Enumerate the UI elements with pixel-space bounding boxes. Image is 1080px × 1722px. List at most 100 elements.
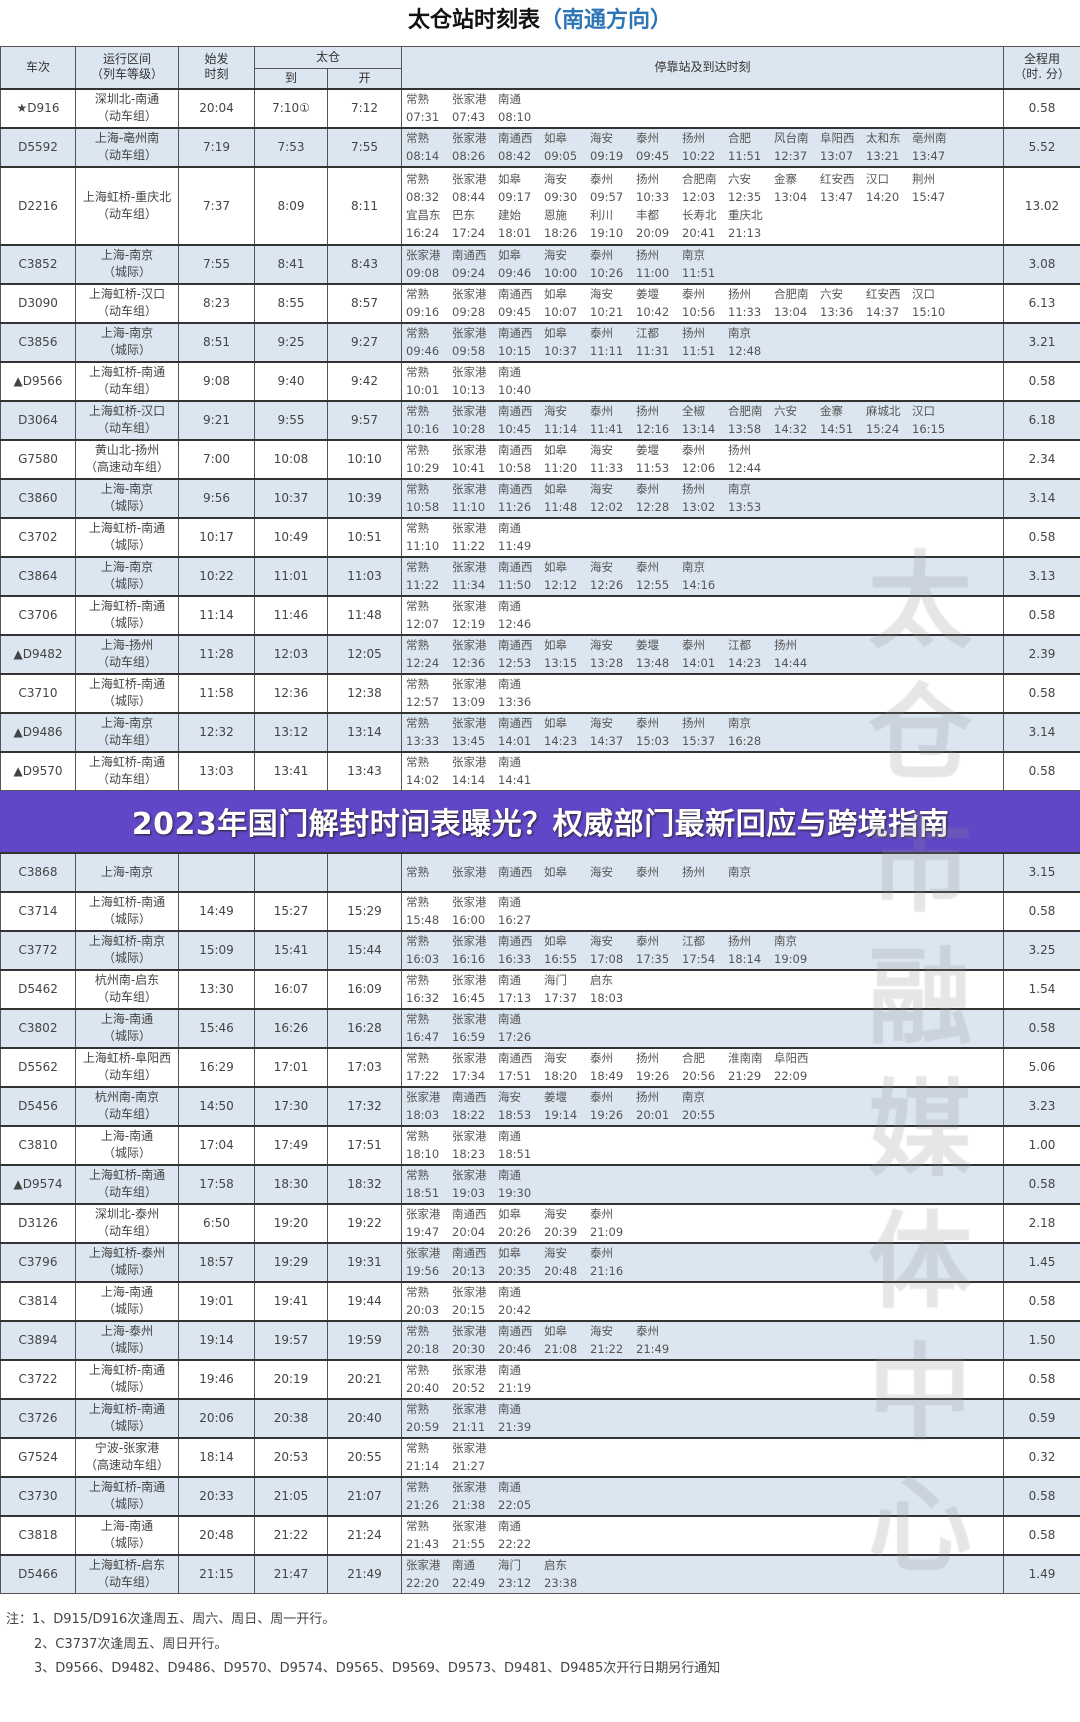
train-number-text: C3726 xyxy=(18,1411,58,1425)
total-time: 2.39 xyxy=(1003,634,1080,674)
stop-list: 张家港 19:56 南通西 20:13 如皋 20:35 海安 20:48 泰州 21:16 xyxy=(406,1244,958,1280)
stop-time: 09:24 xyxy=(452,266,486,280)
stop-station: 南京 xyxy=(682,560,706,574)
origin-departure: 18:14 xyxy=(178,1437,255,1477)
stop-station: 海安 xyxy=(544,1051,568,1065)
stop: 南京 19:09 xyxy=(774,932,820,968)
stop: 张家港 17:34 xyxy=(452,1049,498,1085)
taicang-arrive: 19:57 xyxy=(254,1320,328,1360)
table-row: ▲D9486 上海-南京 （动车组） 12:32 13:12 13:14 常熟 13:33 张家… xyxy=(0,712,1080,752)
stops: 常熟 20:59 张家港 21:11 南通 21:39 xyxy=(401,1398,1005,1438)
taicang-arrive: 8:09 xyxy=(254,166,328,245)
note-3: 3、D9566、D9482、D9486、D9570、D9574、D9565、D9… xyxy=(34,1661,721,1676)
stop: 合肥南 13:58 xyxy=(728,402,774,438)
stop-station: 红安西 xyxy=(866,287,901,301)
taicang-arrive-text: 21:05 xyxy=(273,1489,309,1503)
route-text: 上海-南通 xyxy=(100,1519,154,1533)
table-row: C3856 上海-南京 （城际） 8:51 9:25 9:27 常熟 09:46 张家港 09:5… xyxy=(0,322,1080,362)
total-time: 0.58 xyxy=(1003,1359,1080,1399)
stop-station: 海安 xyxy=(590,443,614,457)
taicang-arrive: 11:01 xyxy=(254,556,328,596)
stop-time: 16:00 xyxy=(452,913,486,927)
total-time-text: 0.58 xyxy=(1028,530,1056,544)
stop: 常熟 11:22 xyxy=(406,558,452,594)
stop-station: 张家港 xyxy=(406,1090,441,1104)
stops: 常熟 21:43 张家港 21:55 南通 22:22 xyxy=(401,1515,1005,1555)
route: 宁波-张家港 （高速动车组） xyxy=(75,1437,179,1477)
train-number: C3796 xyxy=(0,1242,76,1282)
stop: 张家港 10:13 xyxy=(452,363,498,399)
stop: 合肥南 12:03 xyxy=(682,170,728,206)
stop-time: 10:28 xyxy=(452,422,486,436)
stop-time: 10:40 xyxy=(498,383,532,397)
stop-time: 22:49 xyxy=(452,1576,486,1591)
stop-time: 12:19 xyxy=(452,617,486,631)
total-time-text: 5.52 xyxy=(1028,140,1056,154)
stop-station: 张家港 xyxy=(452,131,487,145)
stop: 南通 21:19 xyxy=(498,1361,544,1397)
stop-time: 08:10 xyxy=(498,110,532,124)
stop-station: 常熟 xyxy=(406,1129,430,1143)
stop-time: 14:23 xyxy=(544,734,578,748)
stop-list: 常熟 16:03 张家港 16:16 南通西 16:33 如皋 16:55 海安 17:08 泰州 1… xyxy=(406,932,958,968)
route: 上海虹桥-南通 （城际） xyxy=(75,595,179,635)
stop-time: 20:42 xyxy=(498,1303,532,1317)
taicang-leave: 21:07 xyxy=(326,1476,403,1516)
headline-banner-cell[interactable]: 2023年国门解封时间表曝光？权威部门最新回应与跨境指南 xyxy=(0,790,1080,853)
taicang-arrive: 9:40 xyxy=(254,361,328,401)
stop: 南通 19:30 xyxy=(498,1166,544,1202)
total-time-text: 0.58 xyxy=(1028,1489,1056,1503)
stop-time: 21:19 xyxy=(498,1381,532,1395)
banner-headline[interactable]: 2023年国门解封时间表曝光？权威部门最新回应与跨境指南 xyxy=(131,807,950,843)
stop-time: 21:27 xyxy=(452,1459,486,1473)
table-row: G7524 宁波-张家港 （高速动车组） 18:14 20:53 20:55 常熟 21:14… xyxy=(0,1437,1080,1477)
route: 上海-南京 （动车组） xyxy=(75,712,179,752)
stop-station: 常熟 xyxy=(406,638,430,652)
stop: 海安 11:14 xyxy=(544,402,590,438)
train-grade: （城际） xyxy=(102,1341,151,1355)
stop: 阜阳西 13:07 xyxy=(820,129,866,165)
taicang-leave-text: 12:38 xyxy=(347,686,382,700)
total-time: 3.14 xyxy=(1003,478,1080,518)
stop-station: 常熟 xyxy=(406,934,430,948)
stop-station: 海安 xyxy=(590,560,614,574)
train-number: C3726 xyxy=(0,1398,76,1438)
stop-list: 常熟 10:16 张家港 10:28 南通西 10:45 海安 11:14 泰州 11:41 扬州 1… xyxy=(406,402,958,438)
origin-departure: 9:56 xyxy=(178,478,255,518)
taicang-arrive: 17:49 xyxy=(254,1125,328,1165)
taicang-leave: 17:32 xyxy=(326,1086,403,1126)
train-number: C3722 xyxy=(0,1359,76,1399)
total-time-text: 3.23 xyxy=(1028,1099,1056,1113)
total-time: 6.13 xyxy=(1003,283,1080,323)
stop-time: 18:26 xyxy=(544,225,578,240)
stop-time: 18:14 xyxy=(728,952,762,966)
stop-time: 20:18 xyxy=(406,1342,440,1356)
stop-station: 泰州 xyxy=(590,1246,614,1260)
stops: 常熟 11:22 张家港 11:34 南通西 11:50 如皋 12:12 海安 12:26 泰州 1… xyxy=(401,556,1005,596)
stop-station: 常熟 xyxy=(406,131,430,145)
headline-banner[interactable]: 2023年国门解封时间表曝光？权威部门最新回应与跨境指南 xyxy=(0,790,1080,853)
stop-time: 13:02 xyxy=(682,500,716,514)
stop: 南京 20:55 xyxy=(682,1088,728,1124)
origin-departure: 11:14 xyxy=(178,595,255,635)
route: 上海-南京 （城际） xyxy=(75,478,179,518)
stop-station: 江都 xyxy=(682,934,706,948)
total-time-text: 0.58 xyxy=(1028,904,1056,918)
stop-time: 12:16 xyxy=(636,422,670,436)
route-text: 上海-泰州 xyxy=(100,1324,154,1338)
route: 上海虹桥-泰州 （城际） xyxy=(75,1242,179,1282)
stop-time: 21:26 xyxy=(406,1498,440,1512)
train-number-text: C3810 xyxy=(18,1138,58,1152)
taicang-leave-text: 19:22 xyxy=(347,1216,382,1230)
stop-station: 常熟 xyxy=(406,677,430,691)
train-grade: （动车组） xyxy=(96,1224,157,1238)
stop-time: 10:33 xyxy=(636,189,670,204)
stop-time: 11:33 xyxy=(590,461,624,475)
stop-time: 09:45 xyxy=(498,305,532,319)
stop-time: 10:58 xyxy=(498,461,532,475)
taicang-arrive-text: 8:09 xyxy=(277,198,305,213)
stop-station: 张家港 xyxy=(452,1012,487,1026)
stop: 扬州 11:51 xyxy=(682,324,728,360)
stop-time: 17:54 xyxy=(682,952,716,966)
taicang-arrive: 21:47 xyxy=(254,1554,328,1594)
